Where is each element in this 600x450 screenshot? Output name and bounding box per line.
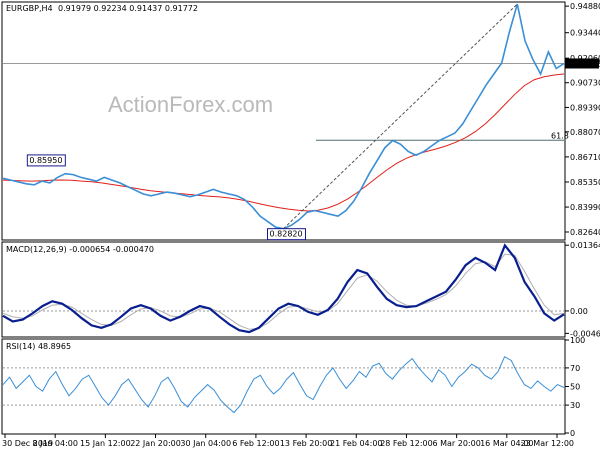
x-tick-label: 16 Mar 04:00 <box>480 439 533 448</box>
price-y-tick-label: 0.89390 <box>570 103 600 112</box>
price-panel-title: EURGBP,H4 <box>6 4 53 13</box>
rsi-line <box>2 355 565 414</box>
rsi-y-tick-label: 0 <box>570 429 575 438</box>
macd-panel <box>1 241 566 338</box>
x-tick-label: 6 Feb 12:00 <box>232 439 279 448</box>
rsi-panel-title: RSI(14) 48.8965 <box>6 342 71 351</box>
fib-level-label: 61.8 <box>551 131 569 140</box>
price-callout-box <box>26 154 66 167</box>
current-price-tag <box>565 58 599 69</box>
price-y-tick-label: 0.86710 <box>570 153 600 162</box>
price-y-axis: 0.948800.934400.920600.907300.893900.880… <box>565 2 600 237</box>
current-price-label: 0.91772 <box>568 59 600 68</box>
price-y-tick-label: 0.94880 <box>570 2 600 11</box>
trend-projection-line <box>283 3 518 230</box>
macd-panel-title: MACD(12,26,9) -0.000654 -0.000470 <box>6 245 154 254</box>
price-y-tick-label: 0.82640 <box>570 228 600 237</box>
x-tick-label: 30 Jan 04:00 <box>180 439 231 448</box>
rsi-panel <box>1 338 566 435</box>
watermark: ActionForex.com <box>108 92 273 117</box>
price-y-tick-label: 0.85350 <box>570 178 600 187</box>
x-tick-label: 28 Feb 12:00 <box>380 439 432 448</box>
rsi-y-tick-label: 50 <box>570 383 580 392</box>
price-ohlc-readout: 0.91979 0.92234 0.91437 0.91772 <box>58 4 198 13</box>
x-tick-label: 13 Feb 20:00 <box>280 439 332 448</box>
price-y-tick-label: 0.90730 <box>570 79 600 88</box>
rsi-plot <box>2 355 565 414</box>
macd-signal-line <box>2 253 565 330</box>
macd-y-tick-label: -0.004654 <box>570 329 600 338</box>
price-callout-box <box>267 228 306 241</box>
x-tick-label: 22 Jan 20:00 <box>130 439 181 448</box>
macd-plot <box>2 243 565 334</box>
rsi-y-tick-label: 100 <box>570 336 585 345</box>
price-y-tick-label: 0.83990 <box>570 203 600 212</box>
price-panel <box>1 1 566 241</box>
price-line <box>2 3 565 230</box>
x-tick-label: 30 Dec 2019 <box>2 439 53 448</box>
rsi-y-tick-label: 30 <box>570 401 580 410</box>
macd-y-tick-label: 0.00 <box>570 307 588 316</box>
macd-line <box>2 243 565 334</box>
x-tick-label: 23 Mar 12:00 <box>521 439 574 448</box>
price-callout-label: 0.85950 <box>29 156 62 165</box>
price-y-tick-label: 0.93440 <box>570 29 600 38</box>
rsi-y-tick-label: 70 <box>570 364 580 373</box>
price-callout-label: 0.82820 <box>270 230 303 239</box>
rsi-y-axis: 100 70 50 30 0 <box>565 336 585 438</box>
moving-average-line <box>2 73 565 212</box>
x-tick-label: 21 Feb 04:00 <box>330 439 382 448</box>
price-y-tick-label: 0.88070 <box>570 128 600 137</box>
macd-y-tick-label: 0.013643 <box>570 241 600 250</box>
macd-y-axis: 0.013643 0.00 -0.004654 <box>565 241 600 338</box>
x-tick-label: 8 Jan 04:00 <box>32 439 78 448</box>
x-tick-label: 6 Mar 20:00 <box>432 439 480 448</box>
x-tick-label: 15 Jan 12:00 <box>80 439 131 448</box>
